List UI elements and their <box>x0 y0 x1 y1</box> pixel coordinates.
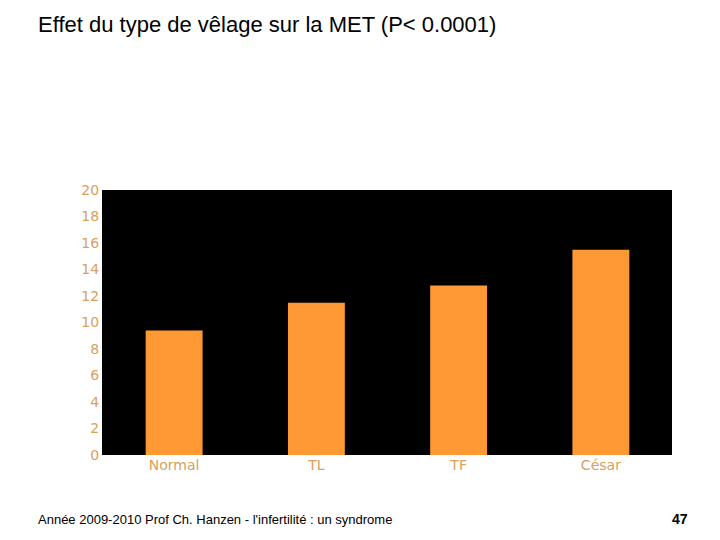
svg-text:6: 6 <box>90 367 99 383</box>
html-text:Effet du type de vêlage sur la: Effet du type de vêlage sur la MET (P< 0… <box>38 12 497 37</box>
svg-text:2: 2 <box>90 420 99 436</box>
svg-text:16: 16 <box>81 235 99 251</box>
svg-text:TL: TL <box>307 457 325 473</box>
svg-text:12: 12 <box>81 288 99 304</box>
svg-text:César: César <box>581 457 621 473</box>
svg-text:20: 20 <box>81 182 99 198</box>
html-text:47: 47 <box>672 511 688 527</box>
html-text:Année 2009-2010 Prof Ch. Hanze: Année 2009-2010 Prof Ch. Hanzen - l'infe… <box>38 512 393 527</box>
svg-text:14: 14 <box>81 261 99 277</box>
svg-text:Normal: Normal <box>149 457 200 473</box>
svg-text:TF: TF <box>449 457 467 473</box>
svg-text:8: 8 <box>90 341 99 357</box>
svg-text:18: 18 <box>81 208 99 224</box>
svg-text:10: 10 <box>81 314 99 330</box>
svg-text:4: 4 <box>90 394 99 410</box>
svg-text:0: 0 <box>90 447 99 463</box>
